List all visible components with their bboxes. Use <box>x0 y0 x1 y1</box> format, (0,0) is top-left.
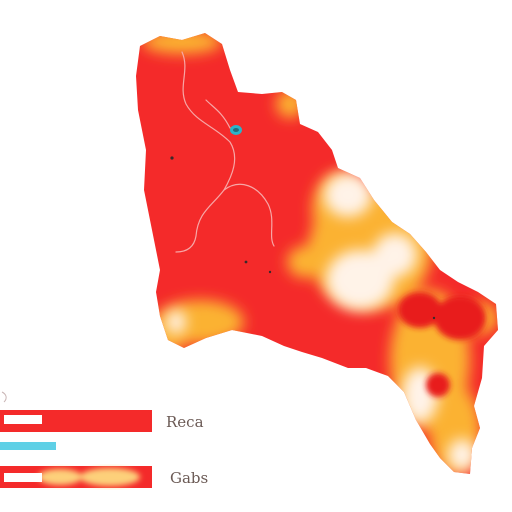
map-region <box>136 33 498 474</box>
legend: Reca Gabs <box>0 391 208 488</box>
high-pockets <box>398 292 486 397</box>
rivers <box>175 51 275 253</box>
low-zones <box>166 173 476 471</box>
legend-tick <box>1 391 7 403</box>
legend-bar-2 <box>0 442 56 450</box>
lake-icon <box>230 125 242 135</box>
legend-bar-1-inset <box>4 415 42 424</box>
legend-bar-3-inset <box>4 473 42 482</box>
legend-label-2: Gabs <box>170 469 208 487</box>
legend-item-3: Gabs <box>0 466 208 488</box>
legend-item-1: Reca <box>0 410 204 432</box>
legend-label-1: Reca <box>166 413 204 431</box>
legend-item-2 <box>0 442 56 450</box>
map-markers <box>170 156 436 320</box>
